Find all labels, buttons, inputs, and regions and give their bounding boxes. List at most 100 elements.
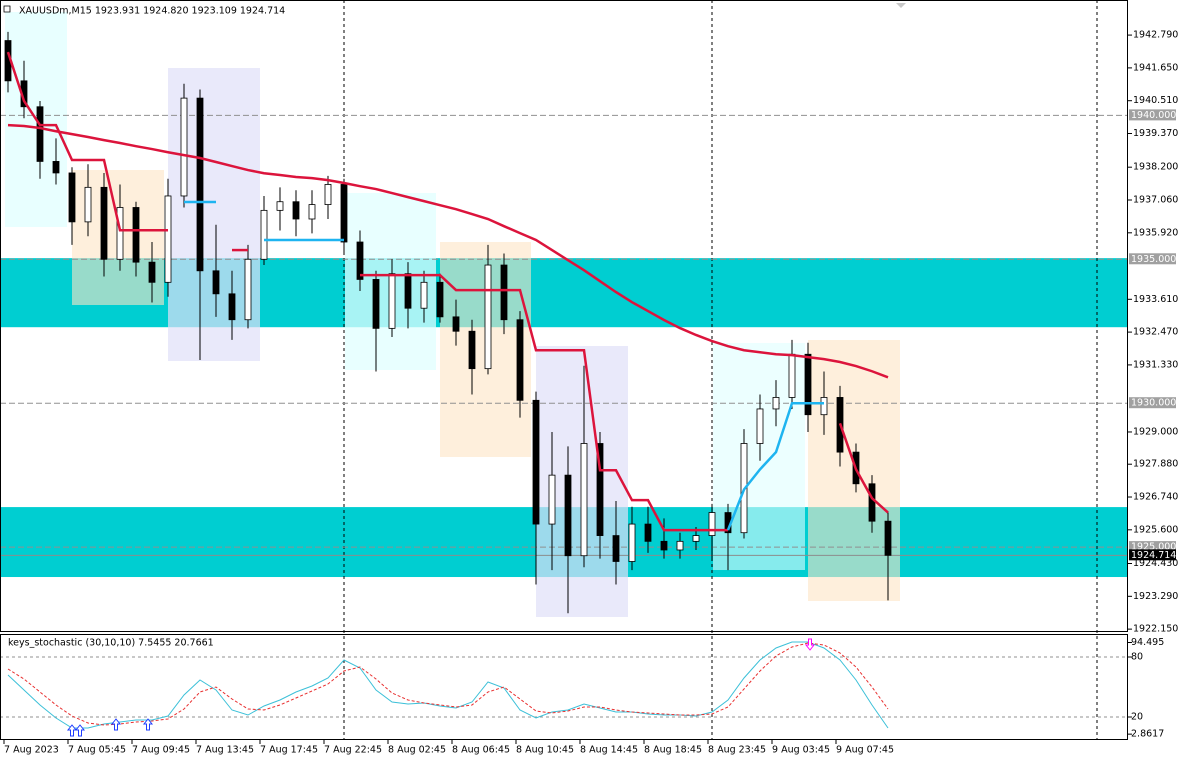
- chart-title: XAUUSDm,M15 1923.931 1924.820 1923.109 1…: [19, 6, 285, 17]
- y-tick-label: 1939.370: [1133, 128, 1178, 139]
- line-series: [6, 51, 168, 232]
- candle-body: [564, 474, 572, 557]
- signal-arrow-up: [142, 718, 154, 731]
- y-tick-label: 1933.610: [1133, 294, 1178, 305]
- candle-body: [868, 483, 876, 522]
- candle-body: [228, 293, 236, 321]
- frame: [0, 0, 1128, 740]
- candle-body: [36, 106, 44, 162]
- y-tick-label: 1924.430: [1133, 558, 1178, 569]
- line-series: [7, 123, 889, 379]
- indicator-title: keys_stochastic (30,10,10) 7.5455 20.766…: [8, 638, 214, 649]
- candle-body: [340, 184, 348, 243]
- price-level-box: [1129, 253, 1176, 265]
- candle-body: [644, 523, 652, 542]
- candle-body: [548, 474, 556, 525]
- y-tick-label: 2.8617: [1131, 729, 1164, 740]
- window-icon: [3, 5, 11, 13]
- candle-body: [468, 330, 476, 370]
- candle-body: [52, 161, 60, 174]
- y-tick-label: 1929.000: [1133, 426, 1178, 437]
- candle-body: [356, 241, 364, 280]
- y-tick-label: 1922.150: [1133, 624, 1178, 635]
- candle-body: [884, 520, 892, 556]
- candle-body: [532, 399, 540, 525]
- x-tick-label: 7 Aug 2023: [4, 745, 59, 756]
- candle-body: [772, 397, 780, 410]
- last-price-label: 1924.714: [1131, 550, 1176, 561]
- marks-layer: [4, 31, 892, 729]
- line-series: [7, 642, 889, 726]
- candle-body: [212, 270, 220, 295]
- sub-frame: [0, 634, 1128, 740]
- y-tick-label: 1931.330: [1133, 359, 1178, 370]
- candle-body: [628, 523, 636, 562]
- price-level-label: 1925.000: [1131, 542, 1176, 553]
- y-tick-label: 20: [1131, 712, 1143, 723]
- candle-body: [116, 207, 124, 260]
- x-tick-label: 7 Aug 22:45: [324, 745, 382, 756]
- candle-body: [100, 186, 108, 260]
- x-tick-label: 9 Aug 03:45: [772, 745, 830, 756]
- labels-layer: XAUUSDm,M15 1923.931 1924.820 1923.109 1…: [3, 5, 1178, 756]
- signal-arrow-up: [110, 718, 122, 731]
- candle-body: [516, 319, 524, 401]
- candle-body: [804, 353, 812, 416]
- candle-body: [452, 316, 460, 332]
- grid-layer: [0, 0, 1132, 744]
- signal-arrow-up: [74, 724, 86, 737]
- candle-body: [372, 279, 380, 329]
- x-tick-label: 9 Aug 07:45: [836, 745, 894, 756]
- session-boxes: [5, 12, 900, 617]
- candle-body: [276, 201, 284, 211]
- candle-body: [660, 540, 668, 551]
- x-tick-label: 7 Aug 13:45: [196, 745, 254, 756]
- y-tick-label: 1923.290: [1133, 591, 1178, 602]
- line-series: [360, 273, 728, 532]
- candle-body: [788, 353, 796, 398]
- main-frame: [0, 0, 1128, 632]
- y-tick-label: 1927.880: [1133, 459, 1178, 470]
- y-tick-label: 1935.920: [1133, 227, 1178, 238]
- x-tick-label: 8 Aug 23:45: [708, 745, 766, 756]
- candle-body: [596, 443, 604, 536]
- candle-body: [196, 97, 204, 272]
- x-tick-label: 8 Aug 14:45: [580, 745, 638, 756]
- candle-body: [612, 535, 620, 562]
- candle-body: [292, 201, 300, 220]
- price-level-box: [1129, 397, 1176, 409]
- x-tick-label: 8 Aug 18:45: [644, 745, 702, 756]
- y-tick-label: 80: [1131, 652, 1143, 663]
- price-level-label: 1935.000: [1131, 254, 1176, 265]
- candle-body: [580, 443, 588, 557]
- candle-body: [692, 535, 700, 542]
- x-tick-label: 8 Aug 06:45: [452, 745, 510, 756]
- signal-arrow-down: [804, 638, 816, 651]
- candle-body: [68, 172, 76, 223]
- candle-body: [260, 209, 268, 260]
- last-price-box: [1129, 549, 1176, 561]
- y-tick-label: 1942.790: [1133, 30, 1178, 41]
- y-tick-label: 1932.470: [1133, 327, 1178, 338]
- y-tick-label: 1940.510: [1133, 95, 1178, 106]
- candle-body: [148, 261, 156, 283]
- y-tick-label: 1926.740: [1133, 492, 1178, 503]
- candle-body: [404, 273, 412, 309]
- candle-body: [164, 195, 172, 283]
- price-level-label: 1930.000: [1131, 398, 1176, 409]
- candle-body: [324, 184, 332, 206]
- x-tick-label: 8 Aug 02:45: [388, 745, 446, 756]
- candle-body: [756, 408, 764, 444]
- y-tick-label: 94.495: [1131, 637, 1164, 648]
- price-level-label: 1940.000: [1131, 110, 1176, 121]
- x-tick-label: 8 Aug 10:45: [516, 745, 574, 756]
- x-tick-label: 7 Aug 09:45: [132, 745, 190, 756]
- y-tick-label: 1937.060: [1133, 194, 1178, 205]
- x-tick-label: 7 Aug 17:45: [260, 745, 318, 756]
- x-tick-label: 7 Aug 05:45: [68, 745, 126, 756]
- candle-body: [180, 97, 188, 197]
- candle-body: [420, 281, 428, 309]
- y-tick-label: 1938.200: [1133, 162, 1178, 173]
